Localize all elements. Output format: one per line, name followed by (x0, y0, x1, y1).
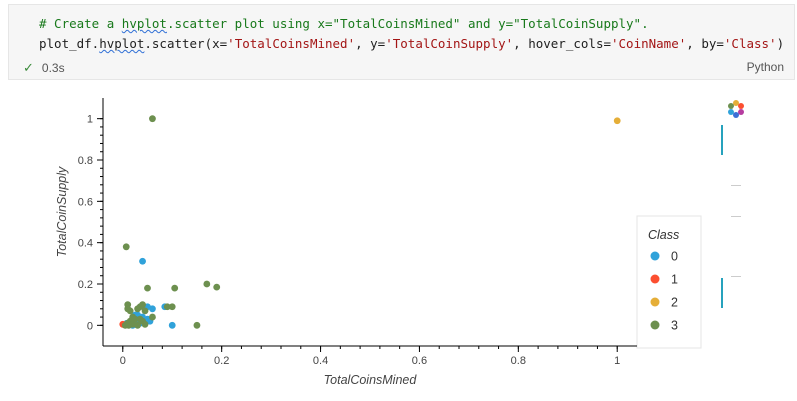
code-token: , by= (686, 36, 724, 51)
scatter-plot[interactable]: Class 0 1 2 3 0 0.2 0.4 0.6 0.8 1 0 0.2 0.4 0.6 0.8 1 T… (0, 88, 797, 401)
bokeh-logo-icon[interactable] (728, 100, 744, 118)
legend-swatch-class-3[interactable] (650, 320, 660, 330)
code-token: ) (776, 36, 785, 51)
code-string: 'TotalCoinSupply' (385, 36, 514, 51)
scatter-point-class-3[interactable] (134, 321, 142, 329)
scatter-point-class-3[interactable] (163, 303, 171, 311)
y-tick-label: 1 (87, 114, 93, 126)
y-axis-label: TotalCoinSupply (55, 166, 69, 257)
scatter-point-class-3[interactable] (193, 321, 201, 329)
code-token: plot_df. (39, 36, 100, 51)
code-line: plot_df.hvplot.scatter(x='TotalCoinsMine… (39, 36, 784, 51)
code-cell[interactable]: # Create a hvplot.scatter plot using x="… (8, 4, 795, 80)
scatter-point-class-3[interactable] (122, 243, 130, 251)
x-axis-label: TotalCoinsMined (324, 373, 418, 387)
reset-tool-icon[interactable] (721, 278, 723, 308)
legend-label-class-1[interactable]: 1 (671, 273, 678, 287)
scatter-point-class-3[interactable] (126, 307, 134, 315)
scatter-point-class-0[interactable] (139, 257, 146, 265)
x-tick-label: 1 (614, 355, 620, 367)
x-tick-label: 0.2 (214, 355, 229, 367)
y-tick-label: 0.6 (78, 196, 93, 208)
code-token: .scatter(x= (144, 36, 228, 51)
legend-swatch-class-1[interactable] (650, 274, 660, 284)
code-editor[interactable]: # Create a hvplot.scatter plot using x="… (39, 14, 784, 54)
scatter-point-class-0[interactable] (168, 321, 176, 329)
scatter-point-class-3[interactable] (141, 320, 149, 328)
legend-title: Class (648, 228, 679, 242)
scatter-point-class-3[interactable] (168, 303, 176, 311)
wheel-zoom-tool-icon[interactable] (731, 216, 741, 217)
scatter-point-class-3[interactable] (149, 313, 156, 321)
x-tick-label: 0.8 (511, 355, 526, 367)
x-tick-label: 0 (120, 355, 126, 367)
y-tick-label: 0.8 (78, 155, 93, 167)
x-tick-label: 0.6 (412, 355, 427, 367)
cell-status: ✓ 0.3s (23, 60, 65, 76)
scatter-point-class-2[interactable] (613, 117, 621, 125)
y-tick-label: 0.4 (78, 238, 93, 250)
legend-label-class-0[interactable]: 0 (671, 250, 678, 264)
box-zoom-tool-icon[interactable] (731, 185, 741, 186)
scatter-point-class-0[interactable] (149, 305, 156, 313)
legend-label-class-3[interactable]: 3 (671, 319, 678, 333)
scatter-point-class-3[interactable] (144, 284, 151, 292)
scatter-point-class-3[interactable] (171, 284, 179, 292)
code-string: 'Class' (723, 36, 777, 51)
scatter-point-class-3[interactable] (203, 280, 211, 288)
y-tick-label: 0 (87, 320, 93, 332)
code-token: , y= (355, 36, 386, 51)
execution-time: 0.3s (41, 61, 65, 75)
code-string: 'TotalCoinsMined' (227, 36, 356, 51)
code-token: , hover_cols= (513, 36, 611, 51)
scatter-point-class-3[interactable] (134, 305, 142, 313)
cell-language-label[interactable]: Python (746, 60, 784, 74)
pan-tool-icon[interactable] (721, 125, 723, 155)
legend-label-class-2[interactable]: 2 (671, 296, 678, 310)
code-string: 'CoinName' (611, 36, 687, 51)
code-comment: # Create a hvplot.scatter plot using x="… (39, 16, 649, 31)
legend-box (636, 215, 702, 349)
y-tick-label: 0.2 (78, 279, 93, 291)
save-tool-icon[interactable] (731, 276, 741, 277)
comment-text: # Create a (39, 16, 122, 31)
comment-squiggle-word: hvplot (121, 16, 167, 31)
scatter-point-class-3[interactable] (125, 321, 133, 329)
comment-text-rest: .scatter plot using x="TotalCoinsMined" … (166, 16, 649, 31)
scatter-point-class-3[interactable] (149, 115, 156, 123)
check-icon: ✓ (23, 60, 34, 75)
x-tick-label: 0.4 (313, 355, 328, 367)
legend-swatch-class-0[interactable] (650, 251, 660, 261)
scatter-point-class-3[interactable] (213, 283, 221, 291)
code-squiggle-word: hvplot (99, 36, 145, 51)
scatter-point-class-3[interactable] (141, 307, 149, 315)
legend-swatch-class-2[interactable] (650, 297, 660, 307)
